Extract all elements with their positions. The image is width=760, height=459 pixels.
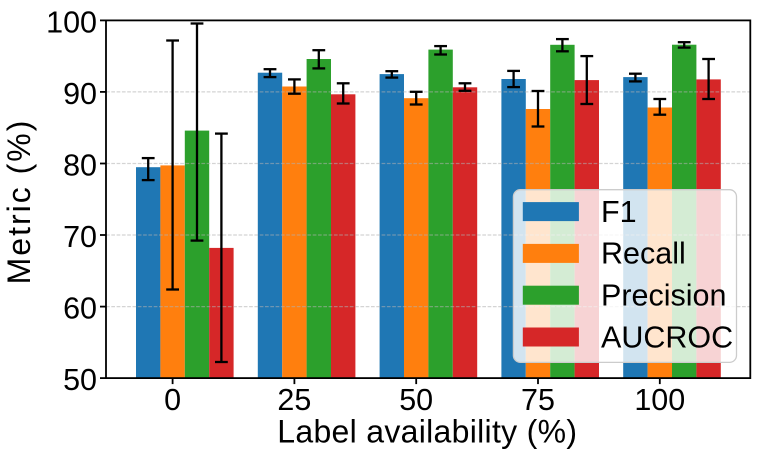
svg-text:Label availability (%): Label availability (%) bbox=[277, 414, 577, 450]
svg-text:50: 50 bbox=[63, 363, 97, 397]
svg-text:AUCROC: AUCROC bbox=[601, 320, 733, 354]
svg-text:90: 90 bbox=[63, 77, 97, 111]
svg-text:75: 75 bbox=[521, 383, 555, 417]
svg-text:25: 25 bbox=[277, 383, 311, 417]
svg-text:F1: F1 bbox=[601, 195, 637, 229]
svg-text:60: 60 bbox=[63, 292, 97, 326]
svg-text:Recall: Recall bbox=[601, 237, 686, 271]
svg-text:0: 0 bbox=[164, 383, 181, 417]
svg-text:Precision: Precision bbox=[601, 279, 726, 313]
svg-text:Metric (%): Metric (%) bbox=[1, 119, 37, 285]
svg-text:50: 50 bbox=[399, 383, 433, 417]
svg-text:100: 100 bbox=[46, 6, 97, 40]
svg-text:80: 80 bbox=[63, 149, 97, 183]
svg-text:70: 70 bbox=[63, 220, 97, 254]
svg-text:100: 100 bbox=[634, 383, 685, 417]
